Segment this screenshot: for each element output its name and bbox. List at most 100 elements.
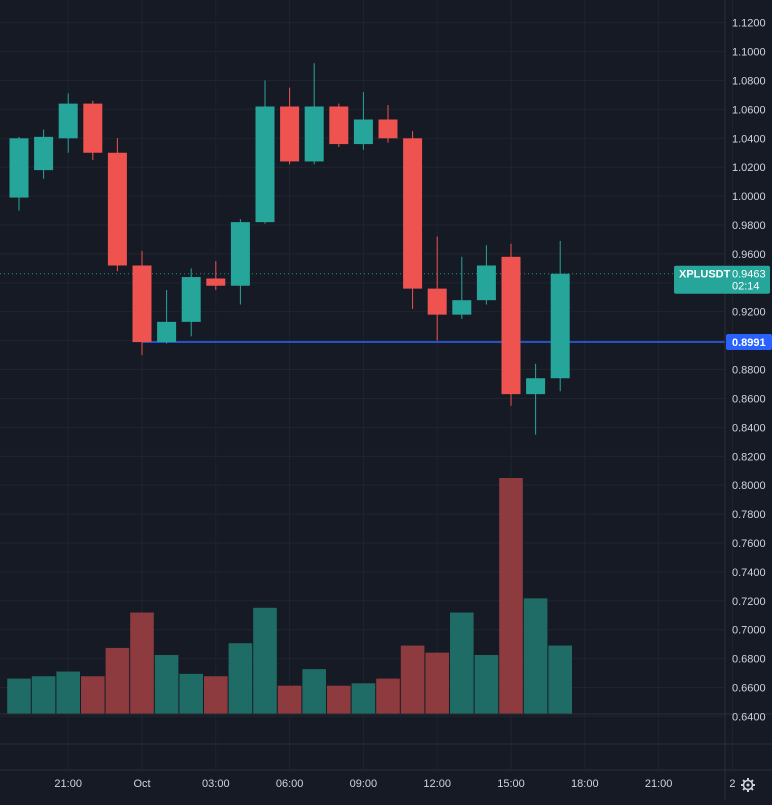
y-tick-label: 1.1200 xyxy=(732,18,766,30)
y-tick-label: 1.0800 xyxy=(732,75,766,87)
candle[interactable] xyxy=(550,240,570,392)
candle-body xyxy=(83,103,103,153)
volume-bar xyxy=(351,683,376,714)
volume-bar xyxy=(253,607,277,714)
candle[interactable] xyxy=(230,219,250,305)
x-tick-label: 09:00 xyxy=(350,778,378,790)
y-tick-label: 0.7200 xyxy=(732,596,766,608)
candle-body xyxy=(526,378,546,395)
candle-body xyxy=(452,300,472,315)
y-tick-label: 0.8800 xyxy=(732,365,766,377)
volume-bar xyxy=(302,669,326,714)
candle-body xyxy=(230,222,250,286)
candle-body xyxy=(427,288,447,315)
candle[interactable] xyxy=(280,87,300,165)
y-tick-label: 1.0600 xyxy=(732,104,766,116)
time-axis[interactable]: 21:00 Oct 03:00 06:00 09:00 12:00 15:00 18:00 21… xyxy=(54,778,735,790)
x-tick-label: 21:00 xyxy=(54,778,82,790)
y-tick-label: 0.6800 xyxy=(732,654,766,666)
y-tick-label: 1.0200 xyxy=(732,162,766,174)
volume-bar xyxy=(228,643,253,714)
candle[interactable] xyxy=(34,129,54,179)
candle[interactable] xyxy=(329,103,349,147)
y-tick-label: 0.7600 xyxy=(732,538,766,550)
candle[interactable] xyxy=(83,100,103,160)
candle[interactable] xyxy=(181,268,201,337)
y-tick-label: 0.7400 xyxy=(732,567,766,579)
volume-bar xyxy=(400,645,425,714)
candle[interactable] xyxy=(476,245,496,305)
current-price-countdown: 02:14 xyxy=(732,281,760,293)
candle-body xyxy=(255,106,275,223)
x-tick-label: 21:00 xyxy=(645,778,673,790)
candle[interactable] xyxy=(255,80,275,224)
candle[interactable] xyxy=(157,290,177,344)
candle[interactable] xyxy=(9,136,29,211)
candle[interactable] xyxy=(403,131,423,309)
y-tick-label: 1.1000 xyxy=(732,47,766,59)
candle-body xyxy=(476,265,496,301)
volume-bar xyxy=(450,612,474,714)
volume-bar xyxy=(154,655,179,714)
candle[interactable] xyxy=(58,93,78,153)
candle-body xyxy=(181,277,201,322)
volume-bar xyxy=(523,598,548,714)
settings-gear-icon[interactable] xyxy=(741,778,755,792)
volume-bar xyxy=(548,645,572,714)
y-tick-label: 0.8200 xyxy=(732,451,766,463)
x-tick-label: Oct xyxy=(133,778,150,790)
candle-body xyxy=(403,138,423,289)
candle[interactable] xyxy=(452,256,472,319)
x-tick-label: 2 xyxy=(729,778,735,790)
volume-bar xyxy=(204,676,228,714)
volume-bar xyxy=(7,678,31,714)
x-tick-label: 03:00 xyxy=(202,778,230,790)
current-price-label: XPLUSDT 0.9463 02:14 xyxy=(674,265,770,294)
candle[interactable] xyxy=(501,243,521,406)
candle-body xyxy=(107,152,127,266)
candle[interactable] xyxy=(304,63,324,165)
volume-bar xyxy=(425,652,449,714)
candle[interactable] xyxy=(378,105,398,143)
volume-bar xyxy=(474,655,499,714)
candle-series xyxy=(9,63,570,435)
x-tick-label: 18:00 xyxy=(571,778,599,790)
x-tick-label: 12:00 xyxy=(423,778,451,790)
candle-body xyxy=(353,119,373,145)
volume-bar xyxy=(56,671,80,714)
price-line-value: 0.8991 xyxy=(732,337,766,349)
y-tick-label: 0.8000 xyxy=(732,480,766,492)
y-tick-label: 0.7000 xyxy=(732,625,766,637)
volume-bar xyxy=(130,612,154,714)
candle-body xyxy=(58,103,78,139)
volume-bar xyxy=(81,676,105,714)
y-tick-label: 0.9200 xyxy=(732,307,766,319)
x-tick-label: 15:00 xyxy=(497,778,525,790)
price-lines xyxy=(0,273,725,343)
y-tick-label: 1.0400 xyxy=(732,133,766,145)
price-labels: XPLUSDT 0.9463 02:14 0.8991 xyxy=(674,265,772,350)
y-tick-label: 0.9800 xyxy=(732,220,766,232)
y-tick-label: 1.0000 xyxy=(732,191,766,203)
candle[interactable] xyxy=(132,251,152,356)
gear-center xyxy=(746,783,750,787)
current-price-symbol: XPLUSDT xyxy=(679,269,731,281)
candle[interactable] xyxy=(526,363,546,435)
candle-body xyxy=(9,138,29,198)
price-line-label: 0.8991 xyxy=(726,333,772,350)
candle-body xyxy=(304,106,324,162)
candle[interactable] xyxy=(427,236,447,341)
volume-bar xyxy=(376,678,400,714)
candle-body xyxy=(501,256,521,395)
candle-body xyxy=(378,119,398,139)
candle-body xyxy=(132,265,152,343)
y-tick-label: 0.6600 xyxy=(732,683,766,695)
candle[interactable] xyxy=(107,138,127,272)
volume-bar xyxy=(499,478,523,714)
candle[interactable] xyxy=(206,261,226,291)
candle[interactable] xyxy=(353,92,373,150)
candle-body xyxy=(550,273,570,379)
